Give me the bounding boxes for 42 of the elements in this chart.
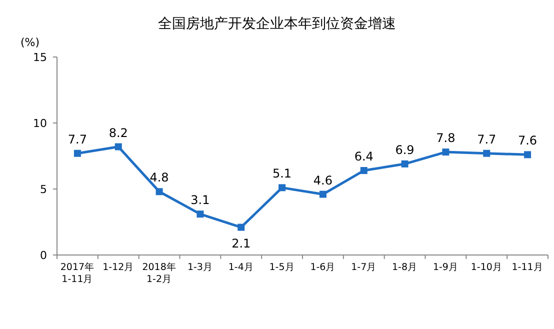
- point: [74, 150, 81, 157]
- y-tick-label: 0: [40, 249, 47, 262]
- data-label: 7.8: [436, 131, 456, 146]
- x-tick-label: 1-3月: [187, 262, 213, 273]
- x-tick-label: 1-4月: [228, 262, 254, 273]
- data-label: 2.1: [232, 236, 251, 250]
- data-label: 3.1: [190, 193, 210, 208]
- x-tick-label: 1-8月: [392, 262, 418, 273]
- point: [156, 188, 163, 196]
- data-label: 7.7: [68, 132, 88, 146]
- point: [114, 143, 122, 150]
- data-label: 8.2: [108, 126, 128, 140]
- point: [442, 148, 450, 156]
- data-label: 4.6: [313, 173, 333, 188]
- x-tick-label: 1-10月: [470, 262, 502, 273]
- x-tick-label: 1-7月: [351, 262, 377, 273]
- point: [238, 224, 245, 231]
- point: [196, 210, 204, 218]
- point: [319, 190, 326, 198]
- point: [483, 150, 490, 157]
- data-label: 4.8: [150, 170, 169, 185]
- y-axis-title: (%): [20, 36, 40, 49]
- y-tick-label: 5: [40, 183, 47, 196]
- point: [278, 184, 286, 192]
- data-label: 7.6: [518, 134, 538, 148]
- x-tick-label: 2017年 1-11月: [60, 261, 95, 285]
- data-label: 6.9: [395, 142, 414, 157]
- x-tick-label: 1-6月: [310, 262, 336, 273]
- point: [360, 167, 368, 174]
- point: [524, 151, 532, 158]
- x-tick-label: 1-11月: [512, 262, 544, 273]
- x-tick-label: 1-12月: [102, 262, 134, 273]
- x-tick-label: 1-5月: [269, 262, 295, 273]
- x-tick-label: 1-9月: [432, 262, 458, 273]
- point: [401, 160, 408, 168]
- y-tick-label: 10: [33, 117, 47, 130]
- data-label: 6.4: [354, 150, 374, 164]
- x-tick-label: 2018年 1-2月: [142, 261, 176, 285]
- chart-title: 全国房地产开发企业本年到位资金增速: [158, 16, 396, 32]
- y-tick-label: 15: [33, 51, 47, 64]
- data-label: 7.7: [477, 132, 496, 146]
- data-label: 5.1: [272, 166, 292, 181]
